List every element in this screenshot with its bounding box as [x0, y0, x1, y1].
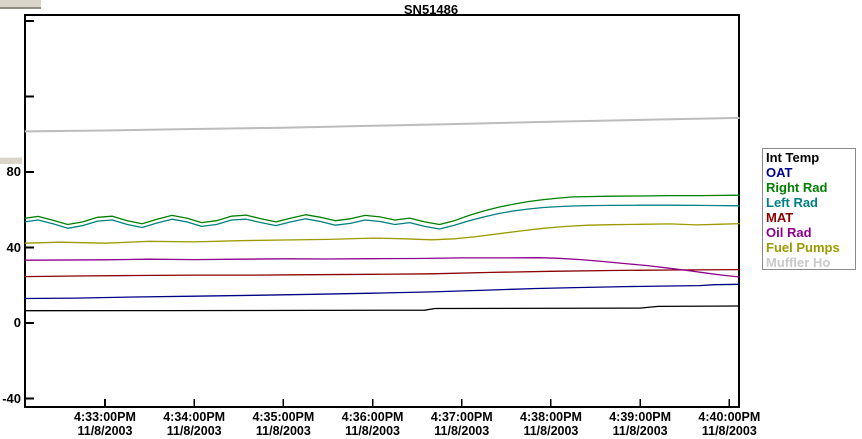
x-axis-label: 4:33:00PM 11/8/2003: [59, 410, 151, 438]
series-line-fuel-pumps: [24, 222, 740, 244]
y-axis-label: -40: [2, 390, 21, 406]
x-axis-label-time: 4:36:00PM: [341, 410, 404, 424]
series-line-int-temp: [24, 305, 740, 312]
series-line-mat: [24, 268, 740, 278]
series-line-right-rad: [24, 194, 740, 226]
x-axis-label: 4:38:00PM 11/8/2003: [505, 410, 597, 438]
x-axis-label-time: 4:34:00PM: [163, 410, 226, 424]
legend-item-oat: OAT: [766, 165, 793, 180]
legend-item-oil-rad: Oil Rad: [766, 225, 812, 240]
x-axis-label-date: 11/8/2003: [701, 424, 757, 438]
x-axis-label-date: 11/8/2003: [166, 424, 222, 438]
legend: Int Temp OAT Right Rad Left Rad MAT Oil Rad Fu…: [762, 148, 856, 270]
x-axis-label-time: 4:35:00PM: [252, 410, 315, 424]
series-line-oil-rad: [24, 257, 740, 278]
series-line-oat: [24, 283, 740, 300]
series-line-muffler-ho: [24, 116, 740, 133]
x-axis-label-time: 4:39:00PM: [609, 410, 672, 424]
plot-border: [24, 14, 740, 408]
x-axis-label-time: 4:37:00PM: [430, 410, 493, 424]
series-line-left-rad: [24, 204, 740, 230]
x-axis-label-time: 4:40:00PM: [698, 410, 761, 424]
legend-item-left-rad: Left Rad: [766, 195, 818, 210]
window-artifact-left-edge: [0, 157, 22, 164]
x-axis-label: 4:35:00PM 11/8/2003: [237, 410, 329, 438]
legend-item-mat: MAT: [766, 210, 794, 225]
y-axis-label: 40: [6, 239, 21, 255]
x-axis-label-date: 11/8/2003: [434, 424, 490, 438]
window-artifact-top-left: [0, 0, 41, 9]
legend-item-int-temp: Int Temp: [766, 150, 820, 165]
legend-item-muffler-ho: Muffler Ho: [766, 255, 831, 270]
x-axis-label: 4:40:00PM 11/8/2003: [683, 410, 775, 438]
x-axis-label-date: 11/8/2003: [523, 424, 579, 438]
x-axis-label-date: 11/8/2003: [77, 424, 133, 438]
x-axis-label-time: 4:38:00PM: [520, 410, 582, 424]
chart-title: SN51486: [403, 2, 459, 17]
x-axis-label-date: 11/8/2003: [255, 424, 311, 438]
x-axis-label: 4:34:00PM 11/8/2003: [148, 410, 240, 438]
x-axis-label-date: 11/8/2003: [612, 424, 668, 438]
y-axis-label: 80: [6, 164, 21, 180]
x-axis-label-date: 11/8/2003: [345, 424, 400, 438]
x-axis-label-time: 4:33:00PM: [74, 410, 136, 424]
legend-item-fuel-pumps: Fuel Pumps: [766, 240, 840, 255]
x-axis-label: 4:37:00PM 11/8/2003: [416, 410, 508, 438]
x-axis-label: 4:39:00PM 11/8/2003: [594, 410, 686, 438]
x-axis-label: 4:36:00PM 11/8/2003: [327, 410, 419, 438]
legend-item-right-rad: Right Rad: [766, 180, 828, 195]
y-axis-label: 0: [13, 315, 21, 330]
